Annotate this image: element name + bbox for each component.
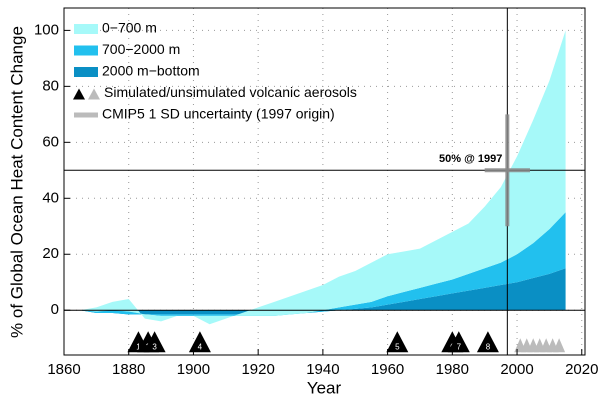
area bbox=[80, 268, 566, 315]
x-tick-label: 2020 bbox=[565, 361, 598, 378]
volcano bbox=[447, 331, 470, 353]
area bbox=[80, 30, 566, 325]
volcano-label: 7 bbox=[457, 342, 462, 351]
y-axis-label: % of Global Ocean Heat Content Change bbox=[7, 26, 26, 338]
volcano-label: 5 bbox=[395, 342, 400, 351]
legend-label: CMIP5 1 SD uncertainty (1997 origin) bbox=[102, 106, 335, 122]
x-tick-label: 1940 bbox=[306, 361, 339, 378]
unsimulated-volcano bbox=[553, 338, 566, 353]
x-tick-label: 1960 bbox=[371, 361, 404, 378]
x-tick-label: 1980 bbox=[436, 361, 469, 378]
legend-label: 700−2000 m bbox=[102, 41, 180, 57]
x-tick-label: 1880 bbox=[112, 361, 145, 378]
y-tick-label: 80 bbox=[42, 77, 59, 94]
legend-volcano bbox=[73, 88, 85, 100]
volcano bbox=[143, 331, 166, 353]
x-tick-label: 2000 bbox=[500, 361, 533, 378]
volcano bbox=[386, 331, 409, 353]
legend-label: 2000 m−bottom bbox=[102, 63, 200, 79]
reference-label: 50% @ 1997 bbox=[439, 153, 502, 165]
area bbox=[80, 212, 566, 316]
volcano bbox=[476, 331, 499, 353]
legend-label: 0−700 m bbox=[102, 20, 157, 36]
legend-swatch bbox=[74, 45, 98, 56]
y-tick-label: 60 bbox=[42, 133, 59, 150]
legend-volcano-unsim bbox=[88, 88, 100, 100]
plot-frame bbox=[63, 7, 586, 356]
x-tick-label: 1860 bbox=[47, 361, 80, 378]
volcano-label: 1 bbox=[136, 342, 141, 351]
legend-label: Simulated/unsimulated volcanic aerosols bbox=[104, 84, 357, 100]
y-tick-label: 100 bbox=[34, 21, 59, 38]
volcano-label: 4 bbox=[198, 342, 203, 351]
y-tick-label: 40 bbox=[42, 189, 59, 206]
legend-swatch bbox=[74, 67, 98, 77]
volcano-label: 3 bbox=[152, 342, 157, 351]
x-axis-label: Year bbox=[307, 378, 342, 397]
y-tick-label: 0 bbox=[51, 301, 59, 318]
volcano-label: 8 bbox=[486, 342, 491, 351]
x-tick-label: 1900 bbox=[177, 361, 210, 378]
volcano bbox=[188, 331, 211, 353]
legend-swatch bbox=[74, 24, 98, 34]
x-tick-label: 1920 bbox=[241, 361, 274, 378]
y-tick-label: 20 bbox=[42, 245, 59, 262]
